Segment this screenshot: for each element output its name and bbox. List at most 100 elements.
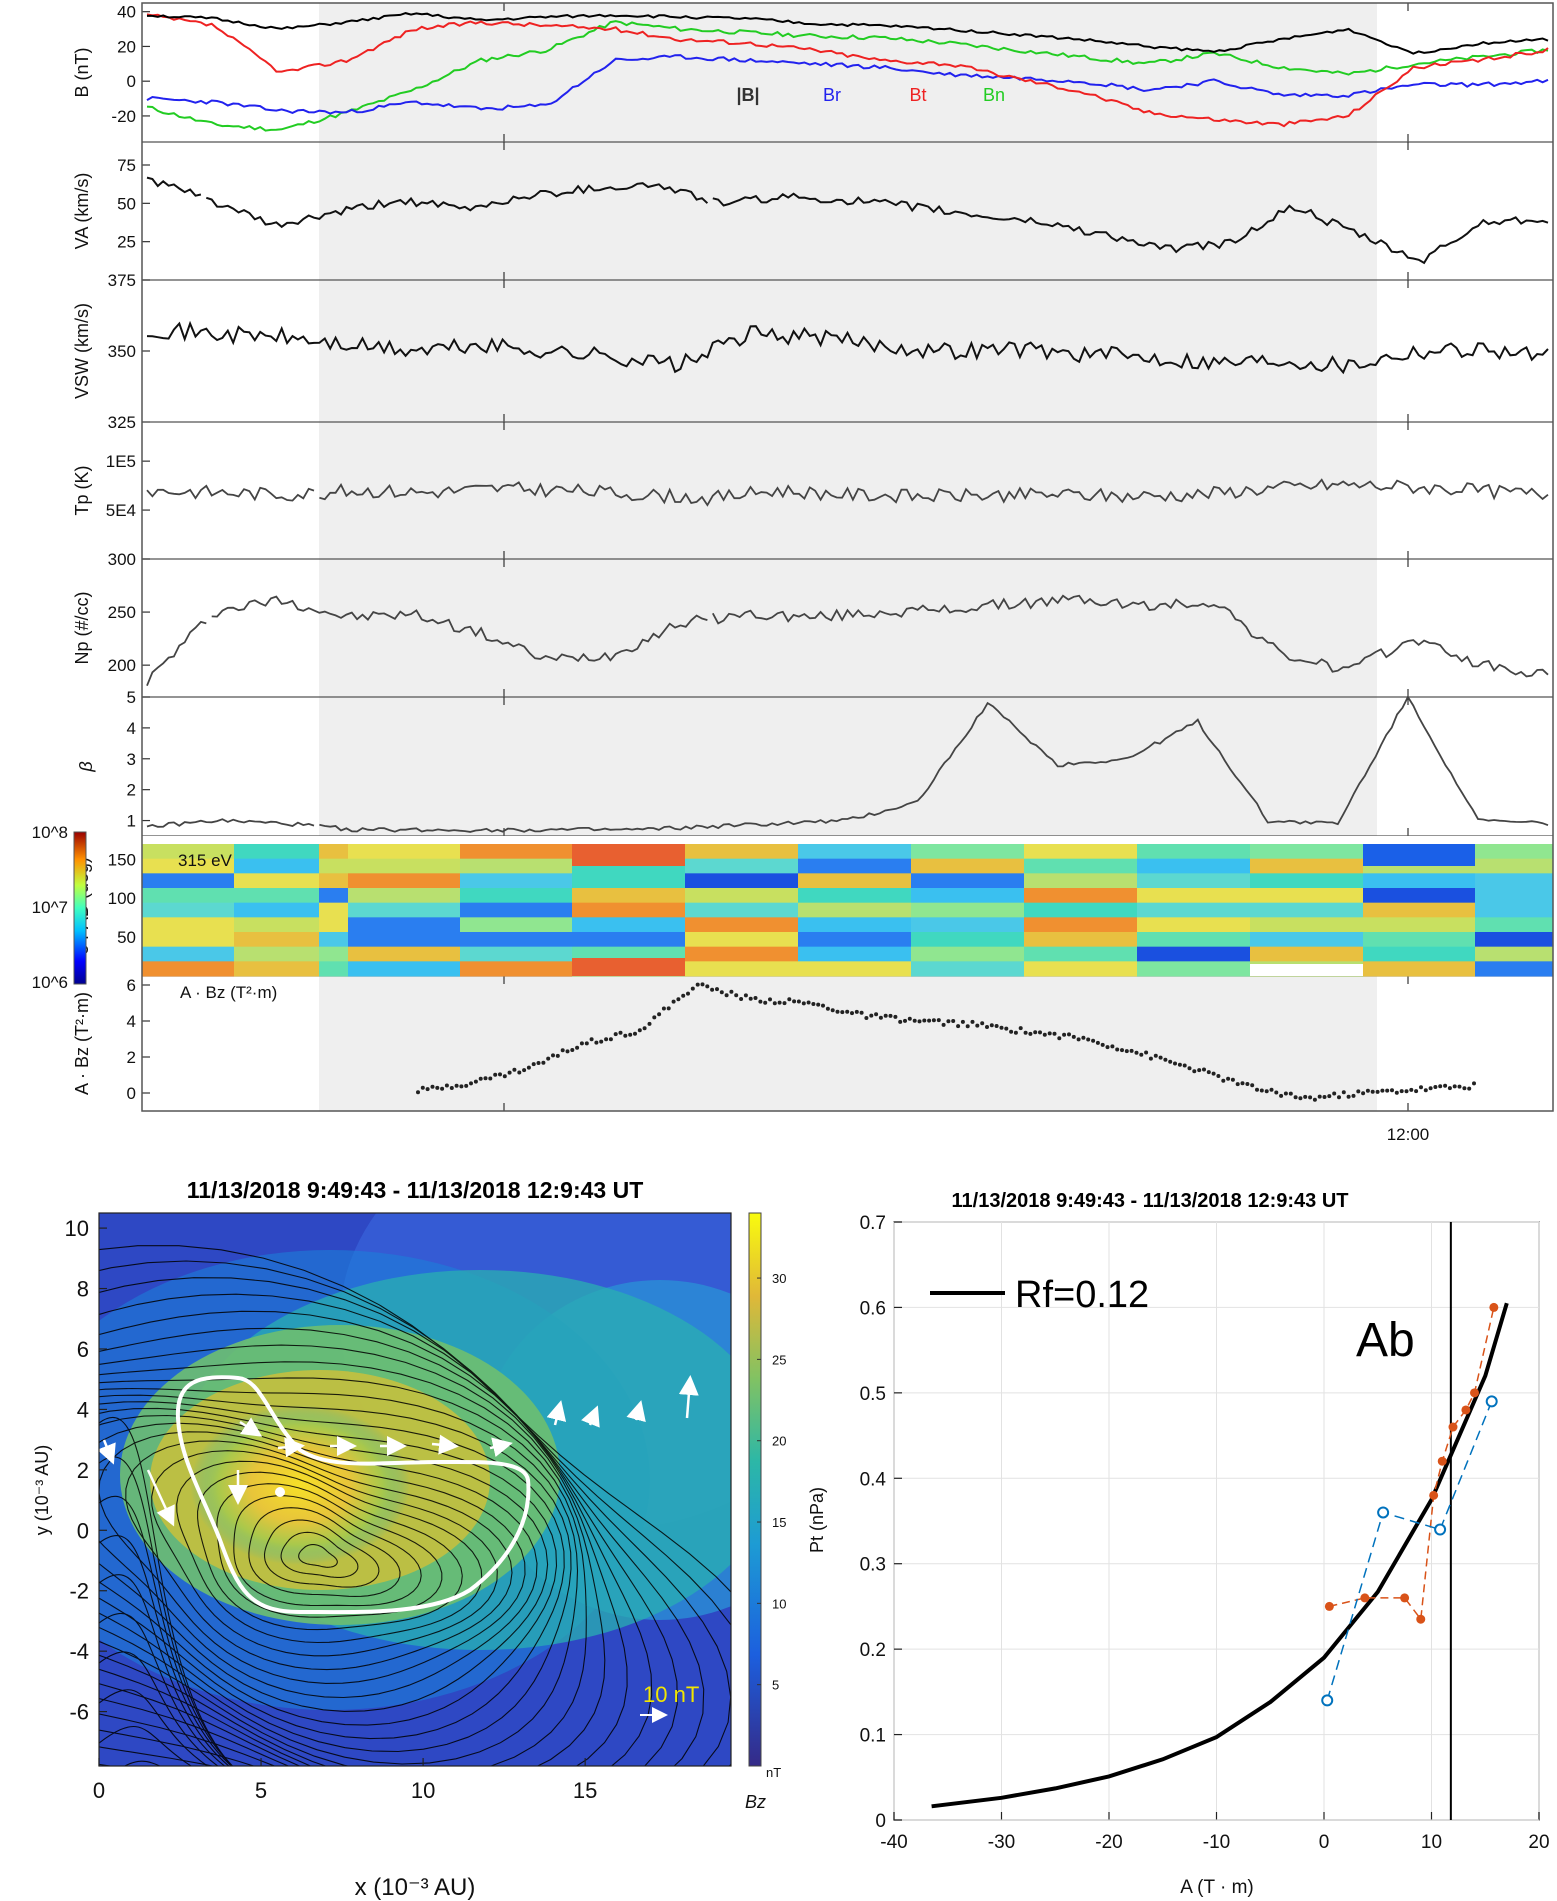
pad-cell	[572, 958, 685, 976]
bz-contour	[298, 1544, 338, 1568]
abz-point	[420, 1085, 425, 1090]
abz-point	[768, 997, 772, 1002]
abz-point	[753, 996, 758, 1000]
abz-point	[1245, 1082, 1250, 1086]
pad-cell	[348, 961, 460, 977]
abz-point	[1293, 1095, 1298, 1100]
abz-point	[1327, 1094, 1332, 1099]
abz-point	[1365, 1088, 1370, 1093]
series-line	[146, 20, 1549, 132]
bz-colorbar	[748, 1212, 762, 1767]
map-y-tick-label: -2	[69, 1579, 89, 1604]
pad-cell	[572, 844, 685, 866]
pad-cell	[911, 873, 1024, 889]
abz-point	[1312, 1097, 1317, 1102]
y-tick-label: 2	[127, 781, 136, 800]
pad-cell	[348, 946, 460, 962]
bz-contour	[99, 1260, 731, 1766]
colorbar-tick-label: 25	[772, 1352, 786, 1367]
abz-point	[936, 1018, 941, 1023]
bz-contour	[99, 1394, 572, 1753]
bz-contour	[280, 1531, 359, 1578]
bz-maximum-marker	[275, 1487, 285, 1497]
abz-point	[739, 997, 744, 1001]
abz-point	[1081, 1035, 1086, 1040]
abz-point	[941, 1022, 946, 1027]
abz-point	[835, 1009, 840, 1014]
abz-point	[425, 1087, 430, 1092]
pad-cell	[1475, 873, 1553, 889]
abz-point	[565, 1049, 570, 1054]
y-tick-label: 75	[117, 156, 136, 175]
abz-point	[796, 999, 801, 1004]
y-tick-label: 3	[127, 750, 136, 769]
abz-point	[488, 1076, 493, 1081]
abz-point	[493, 1072, 498, 1077]
map-ylabel: y (10⁻³ AU)	[32, 1445, 52, 1536]
pad-cell	[348, 873, 460, 889]
pad-cell	[1250, 902, 1363, 918]
bz-contour	[233, 1495, 422, 1607]
pad-cell	[572, 902, 685, 918]
abz-point	[1230, 1077, 1235, 1082]
abz-point	[1443, 1083, 1448, 1088]
pad-cell	[1137, 888, 1250, 904]
pad-cell	[319, 932, 348, 948]
abz-point	[705, 984, 710, 989]
y-tick-label: 150	[108, 850, 136, 869]
colorbar-tick-label: 5	[772, 1678, 779, 1693]
abz-point	[579, 1041, 584, 1046]
abz-point	[1279, 1093, 1284, 1098]
pad-cell	[572, 917, 685, 933]
ab-label: Ab	[1356, 1314, 1415, 1367]
abz-point	[806, 1000, 811, 1005]
abz-point	[883, 1013, 888, 1018]
abz-point	[1038, 1030, 1042, 1035]
y-tick-label: 1E5	[106, 452, 136, 471]
abz-point	[1163, 1057, 1168, 1062]
abz-point	[1211, 1071, 1216, 1076]
abz-point	[1216, 1074, 1221, 1078]
map-y-tick-label: 10	[65, 1216, 89, 1241]
pad-cell	[1024, 932, 1137, 948]
fit-x-tick-label: 10	[1421, 1832, 1442, 1853]
fit-y-tick-label: 0	[875, 1811, 886, 1832]
legend-bt: Bt	[909, 85, 926, 105]
abz-point	[536, 1061, 541, 1065]
bz-contour	[99, 1431, 526, 1684]
legend-label: Rf=0.12	[1015, 1274, 1149, 1316]
abz-point	[551, 1053, 555, 1058]
pad-cell	[319, 844, 348, 860]
pad-cell	[1250, 917, 1363, 933]
abz-point	[1182, 1063, 1187, 1068]
abz-point	[888, 1013, 893, 1018]
abz-point	[1390, 1088, 1394, 1093]
abz-point	[1173, 1061, 1177, 1066]
abz-point	[1438, 1084, 1443, 1089]
bz-contour	[99, 1689, 209, 1766]
abz-point	[444, 1083, 449, 1088]
bz-contour	[99, 1344, 628, 1766]
abz-point	[1423, 1088, 1428, 1093]
pad-cell	[685, 844, 798, 860]
pad-cell	[234, 873, 319, 889]
abz-point	[1419, 1085, 1423, 1090]
abz-point	[1129, 1048, 1134, 1053]
inbound-point	[1360, 1593, 1370, 1603]
abz-point	[464, 1083, 469, 1088]
abz-point	[1414, 1089, 1419, 1094]
abz-point	[1356, 1089, 1361, 1094]
abz-point	[1274, 1090, 1279, 1095]
y-tick-label: 0	[127, 72, 136, 91]
outbound-line	[1326, 1401, 1493, 1701]
abz-point	[575, 1045, 580, 1050]
transverse-field-arrow	[489, 1437, 513, 1458]
outbound-point	[1321, 1694, 1334, 1707]
abz-point	[676, 997, 681, 1002]
abz-point	[989, 1023, 994, 1028]
pad-cell	[911, 888, 1024, 904]
y-tick-label: 300	[108, 550, 136, 569]
map-band	[190, 1405, 410, 1565]
abz-point	[498, 1072, 502, 1077]
abz-point	[975, 1023, 980, 1028]
